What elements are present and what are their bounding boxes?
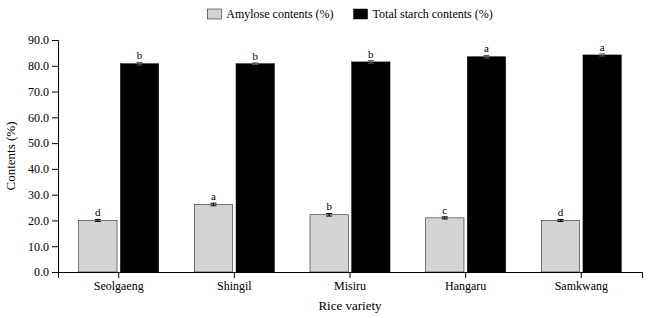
y-tick-label: 60.0 [28,111,49,125]
y-tick-mark [52,92,58,93]
error-bar [137,62,143,65]
y-tick: 20.0 [28,214,58,228]
y-tick-label: 40.0 [28,162,49,176]
x-tick-label: Samkwang [555,279,608,293]
y-tick-label: 70.0 [28,85,49,99]
error-bar [252,63,258,65]
legend-swatch [207,9,221,19]
bar [583,55,621,272]
y-tick-label: 80.0 [28,59,49,73]
y-tick-mark [52,195,58,196]
error-bar [326,213,332,216]
annotation: b [368,48,374,60]
y-tick: 30.0 [28,188,58,202]
y-tick-mark [52,169,58,170]
annotation: b [137,49,143,61]
marks [79,54,622,272]
y-tick-mark [52,246,58,247]
x-tick: Seolgaeng [94,272,144,293]
x-tick: Samkwang [555,272,608,293]
y-tick: 60.0 [28,111,58,125]
x-tick-label: Misiru [334,279,366,293]
y-tick: 40.0 [28,162,58,176]
y-axis-title: Contents (%) [3,122,18,191]
chart: Seolgaeng Shingil Misiru Hangaru Samkwang 0.0… [0,0,657,318]
bar [236,64,274,272]
x-tick: Misiru [334,272,366,293]
y-tick-mark [52,272,58,273]
annotation: a [600,41,605,53]
y-tick-label: 50.0 [28,136,49,150]
annotation: a [211,190,216,202]
bar [541,220,579,272]
x-axis-title: Rice variety [318,298,382,313]
error-bar [368,61,374,64]
x-tick-mark [234,272,235,278]
y-tick-label: 0.0 [34,265,49,279]
y-tick: 10.0 [28,240,58,254]
x-tick-mark [465,272,466,278]
legend-label: Amylose contents (%) [226,7,333,21]
bar [120,64,158,272]
x-tick-label: Shingil [217,279,252,293]
x-axis-line [59,273,643,279]
y-tick-label: 10.0 [28,240,49,254]
y-tick: 70.0 [28,85,58,99]
y-tick: 80.0 [28,59,58,73]
bar [352,62,390,272]
y-tick: 90.0 [28,33,58,47]
error-bar [442,217,448,219]
x-tick-mark [118,272,119,278]
error-bar [599,54,605,56]
error-bar [211,203,217,206]
x-tick-label: Hangaru [445,279,486,293]
y-tick-mark [52,143,58,144]
series [120,54,621,272]
y-tick: 50.0 [28,136,58,150]
y-tick-mark [52,117,58,118]
x-tick-mark [581,272,582,278]
x-tick: Hangaru [445,272,486,293]
legend-label: Total starch contents (%) [373,7,493,21]
y-tick: 0.0 [34,265,58,279]
x-axis: Seolgaeng Shingil Misiru Hangaru Samkwang [59,272,643,293]
y-tick-mark [52,66,58,67]
bar [194,204,232,272]
annotation: b [326,200,332,212]
legend: Amylose contents (%) Total starch content… [207,7,492,21]
error-bar [95,219,101,221]
y-axis-line [52,41,59,273]
legend-item: Amylose contents (%) [207,7,333,21]
annotations: d a b c d b b b a a [95,41,605,218]
annotation: c [442,204,447,216]
plot-area: Seolgaeng Shingil Misiru Hangaru Samkwang 0.0… [28,33,643,292]
y-axis: 0.0 10.0 20.0 30.0 40.0 50.0 60.0 70.0 80.0 90.0 [28,33,59,279]
annotation: d [95,206,101,218]
bar [426,218,464,272]
x-tick-label: Seolgaeng [94,279,144,293]
y-tick-label: 20.0 [28,214,49,228]
bar [467,57,505,272]
annotation: a [484,42,489,54]
error-bar [483,55,489,58]
y-tick-mark [52,220,58,221]
y-tick-mark [52,40,58,41]
x-tick: Shingil [217,272,252,293]
error-bar [557,219,563,221]
y-tick-label: 90.0 [28,33,49,47]
legend-item: Total starch contents (%) [354,7,493,21]
bar [79,220,117,272]
annotation: d [558,206,564,218]
x-tick-mark [350,272,351,278]
y-tick-label: 30.0 [28,188,49,202]
bar [310,215,348,272]
annotation: b [252,50,258,62]
legend-swatch [354,9,368,19]
